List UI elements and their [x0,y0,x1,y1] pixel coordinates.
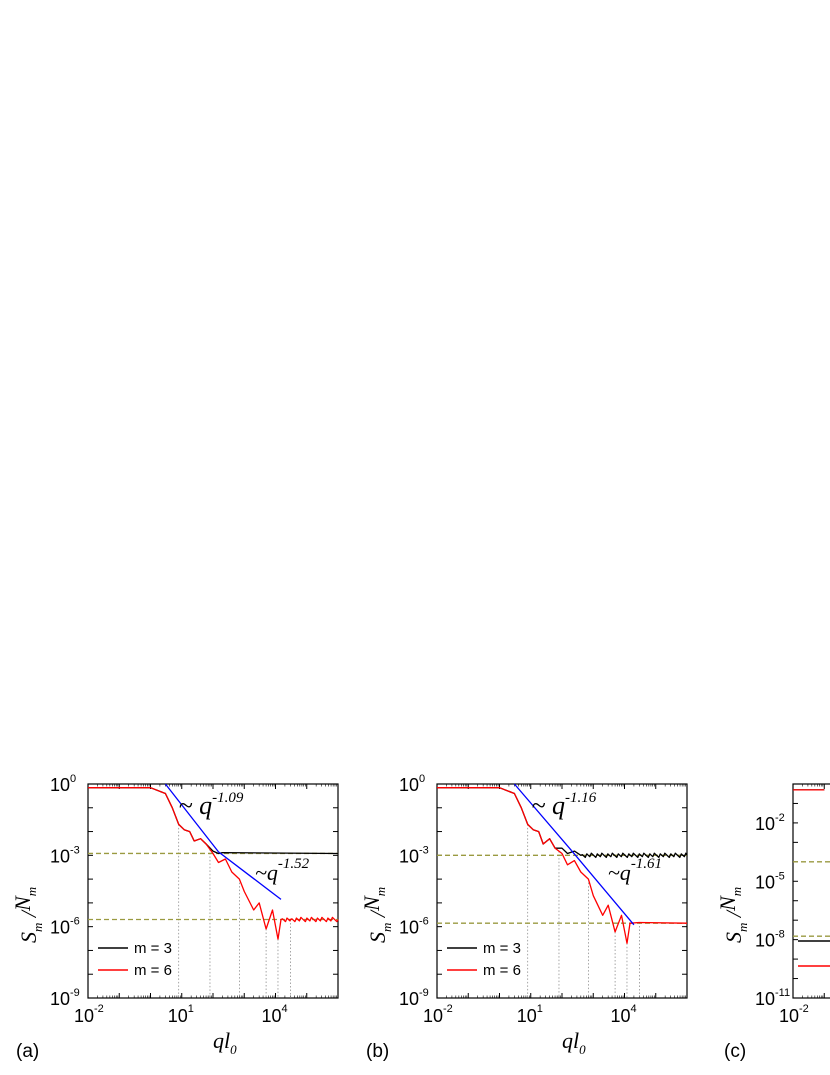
x-tick-label: 10 [168,1006,188,1026]
y-axis-label: Sm /Nm [359,887,394,943]
fit-annotation: ~q-1.61 [608,856,662,885]
fit-line [570,850,635,926]
panel-label: (a) [16,1041,39,1062]
fit-line [164,783,220,853]
panel-label: (c) [724,1041,746,1062]
y-tick-label: 10 [755,989,775,1009]
fit-label-base: ~q [255,860,278,885]
x-tick-exponent: 1 [188,1003,194,1015]
y-label-S: S [365,932,390,943]
fit-label-base: ~q [608,860,631,885]
x-tick-exponent: -2 [443,1003,453,1015]
y-label-S: S [721,932,746,943]
y-tick-label: 10 [50,918,70,938]
legend-label: m = 3 [134,940,172,957]
x-tick-exponent: 1 [537,1003,543,1015]
y-tick-label: 10 [50,775,70,795]
y-label-N: N [715,895,740,912]
fit-label-base: ~ q [179,791,213,820]
y-label-N: N [10,895,35,912]
y-tick-label: 10 [755,931,775,951]
x-axis-label: ql0 [213,1028,237,1057]
panel-2: Sm /Nm ql0 ~ q-1.16 ~q-1.61 [359,783,688,1057]
y-label-N_sub: m [729,887,744,896]
y-tick-exponent: -3 [419,844,429,856]
fit-label-base: ~ q [531,791,565,820]
y-label-N: N [359,895,384,912]
x-tick-exponent: -2 [94,1003,104,1015]
legend-label: m = 6 [134,962,172,979]
y-tick-exponent: -2 [775,812,785,824]
x-label-sub: 0 [579,1042,586,1057]
fit-annotation: ~q-1.52 [255,856,310,885]
fit-line [513,783,572,851]
legend-label: m = 3 [483,940,521,957]
y-tick-exponent: -9 [70,987,80,999]
series-line-m3 [437,787,688,859]
y-tick-label: 10 [399,846,419,866]
panel-3: Sm /Nm [715,783,830,999]
y-label-S: S [16,932,41,943]
y-tick-exponent: 0 [70,773,76,785]
x-axis-label: ql0 [562,1028,586,1057]
y-label-S_sub: m [30,923,45,932]
x-tick-label: 10 [517,1006,537,1026]
y-label-N_sub: m [373,887,388,896]
fit-annotation: ~ q-1.16 [531,790,596,820]
x-tick-label: 10 [611,1006,631,1026]
y-tick-exponent: 0 [419,773,425,785]
series-line-m6 [88,787,339,940]
y-tick-exponent: -8 [775,929,785,941]
y-tick-exponent: -9 [419,987,429,999]
fit-annotation: ~ q-1.09 [179,790,244,820]
x-label-main: ql [562,1028,579,1053]
legend-label: m = 6 [483,962,521,979]
fit-line [218,851,282,900]
y-tick-label: 10 [50,989,70,1009]
x-tick-exponent: -2 [799,1003,809,1015]
y-axis-label-text: Sm /Nm [359,887,394,943]
x-tick-label: 10 [74,1006,94,1026]
y-tick-label: 10 [50,846,70,866]
y-axis-label: Sm /Nm [10,887,45,943]
y-axis-label: Sm /Nm [715,887,750,943]
series-line-m6 [437,787,688,944]
y-tick-exponent: -3 [70,844,80,856]
x-tick-label: 10 [779,1006,799,1026]
x-tick-label: 10 [262,1006,282,1026]
y-label-slash: / [365,909,390,923]
y-axis-label-text: Sm /Nm [715,887,750,943]
fit-label-exponent: -1.16 [565,790,597,806]
y-label-slash: / [721,909,746,923]
y-axis-label-text: Sm /Nm [10,887,45,943]
y-label-S_sub: m [379,923,394,932]
x-tick-exponent: 4 [631,1003,637,1015]
panel-1: Sm /Nm ql0 ~ q-1.09 ~q-1.52 [10,783,339,1057]
y-tick-label: 10 [755,872,775,892]
panel-label: (b) [366,1041,389,1062]
y-label-S_sub: m [735,923,750,932]
y-tick-label: 10 [399,989,419,1009]
y-label-slash: / [16,909,41,923]
fit-label-exponent: -1.52 [278,856,310,872]
plot-frame [87,783,339,999]
y-tick-exponent: -6 [419,916,429,928]
x-tick-label: 10 [423,1006,443,1026]
y-tick-label: 10 [399,775,419,795]
y-tick-exponent: -5 [775,870,785,882]
x-label-main: ql [213,1028,230,1053]
plot-frame [792,783,830,999]
y-tick-exponent: -11 [775,987,790,999]
y-label-N_sub: m [24,887,39,896]
y-tick-label: 10 [399,918,419,938]
x-label-sub: 0 [230,1042,237,1057]
x-tick-exponent: 4 [282,1003,288,1015]
fit-label-exponent: -1.61 [631,856,662,872]
y-tick-label: 10 [755,814,775,834]
y-tick-exponent: -6 [70,916,80,928]
fit-label-exponent: -1.09 [212,790,244,806]
